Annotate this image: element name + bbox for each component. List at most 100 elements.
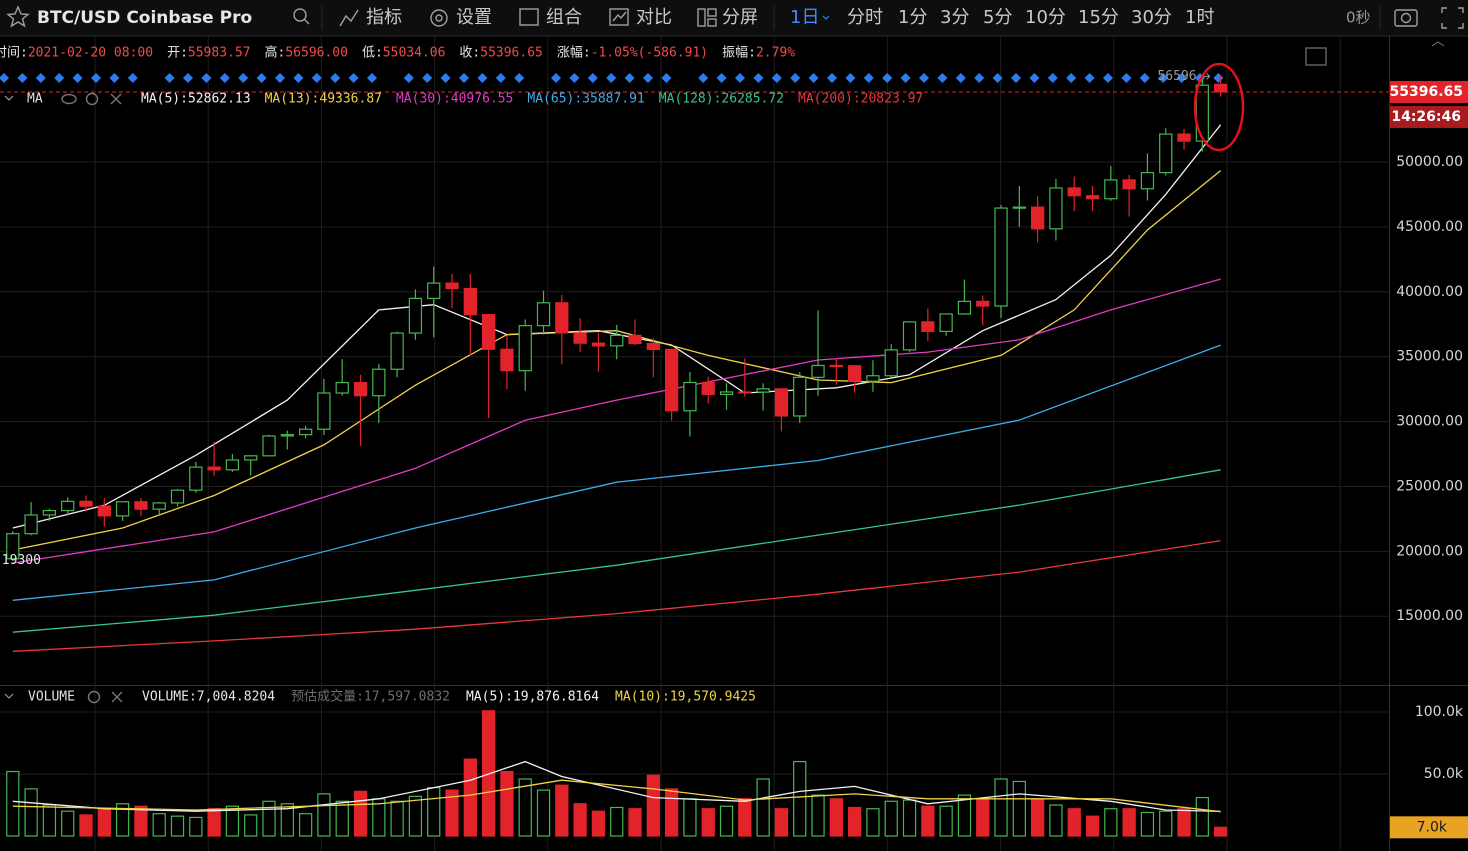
collapse-icon[interactable] [1431,41,1445,47]
volume-bar [390,800,404,837]
event-marker [403,73,414,83]
volume-bar [207,808,221,837]
candle-body [1177,133,1191,142]
event-marker [238,73,249,83]
volume-bar [1049,804,1063,837]
interval[interactable]: 1时 [1185,7,1214,28]
volume-bar [811,794,825,837]
candle-body [353,382,368,397]
volume-bar [921,805,935,837]
legend-item: MA(128):26285.72 [659,92,784,107]
candle-body [1122,179,1136,190]
volume-bar [225,805,240,837]
candle-body [1049,187,1063,230]
volume-bar [298,813,313,837]
candle-body [994,207,1008,307]
candle-body [134,501,148,510]
high-marker: 56596 [1157,69,1196,84]
search-icon[interactable] [293,8,307,22]
event-marker [569,73,580,83]
collapse-icon[interactable] [4,693,14,699]
event-marker [1103,73,1113,83]
close-icon[interactable] [111,691,123,703]
event-marker [54,73,65,83]
info-value: 56596.00 [285,46,348,61]
y-tick-label: 35000.00 [1396,349,1463,365]
calendar-icon[interactable] [1305,47,1327,66]
settings-icon[interactable] [87,690,101,704]
candle-body [664,348,679,412]
volume-bar [1067,808,1081,837]
event-marker [275,73,285,83]
candle-body [646,342,660,350]
event-marker [293,73,304,83]
candle-body [97,505,111,517]
info-label: 振幅: [722,46,756,61]
candle-body [866,375,880,382]
volume-bar [79,814,93,837]
split-icon [707,18,717,27]
candle-body [610,334,624,347]
candle-body [1195,84,1209,142]
interval[interactable]: 5分 [983,7,1012,28]
candle-body [115,501,130,517]
volume-bar [408,795,423,837]
event-marker [643,73,653,83]
volume-bar [774,808,789,837]
volume-bar [463,758,477,837]
candle-body [244,455,258,461]
info-value: 55034.06 [383,46,446,61]
interval[interactable]: 15分 [1078,7,1119,28]
candle-body [957,300,972,315]
event-marker [1121,73,1132,83]
toolbar-button[interactable]: 指标 [366,7,402,28]
candle-body [152,502,166,510]
candle-body [847,365,862,382]
volume-bar [701,808,715,837]
event-marker [1047,73,1058,83]
interval[interactable]: 3分 [940,7,969,28]
toolbar-button[interactable]: 设置 [456,7,492,28]
toolbar-button[interactable]: 组合 [546,7,582,28]
volume-bar [976,798,990,837]
fullscreen-icon[interactable] [1441,7,1464,29]
collapse-icon[interactable] [4,95,14,101]
countdown-label: 14:26:46 [1391,109,1461,125]
interval[interactable]: 30分 [1131,7,1172,28]
y-tick-label: 100.0k [1415,704,1464,720]
volume-bar [793,761,807,837]
candle-body [555,302,569,334]
camera-icon[interactable] [1394,9,1418,27]
event-marker [919,73,929,83]
eye-icon[interactable] [61,93,77,105]
interval[interactable]: 分时 [847,7,883,28]
interval[interactable]: 10分 [1025,7,1066,28]
legend-title: VOLUME [28,690,75,705]
volume-bar [317,793,331,837]
settings-icon[interactable] [85,92,99,106]
event-marker [72,73,83,83]
event-marker [91,73,101,83]
symbol[interactable]: BTC/USD Coinbase Pro [37,8,252,28]
volume-bar [683,798,697,837]
event-marker [1213,73,1224,83]
volume-bar [1104,808,1118,837]
volume-bar [6,770,20,837]
candle-body [921,321,935,332]
volume-bar [134,805,148,837]
volume-bar [555,784,569,837]
toolbar [0,0,1468,36]
event-marker [0,73,9,83]
interval-active[interactable]: 1日 [790,7,819,28]
volume-bar [445,789,459,837]
close-icon[interactable] [110,93,122,105]
volume-bar [939,805,953,837]
event-marker [164,73,175,83]
interval[interactable]: 1分 [898,7,927,28]
toolbar-button[interactable]: 对比 [636,7,672,28]
star-icon[interactable] [6,5,30,28]
volume-bar [646,774,660,837]
info-bar: 时间: 2021-02-20 08:00 开: 55983.57 高: 56596.00 低… [0,45,795,61]
toolbar-button[interactable]: 分屏 [722,7,758,28]
